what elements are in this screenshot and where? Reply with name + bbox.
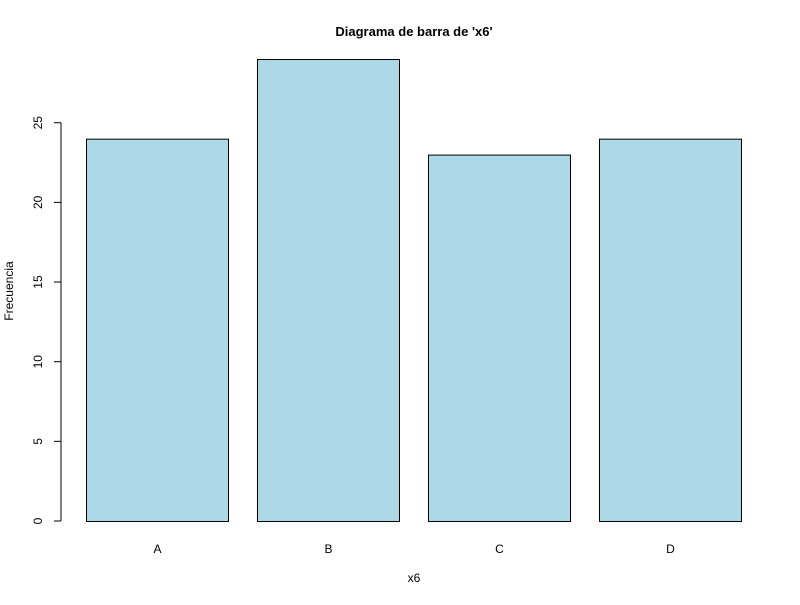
- y-tick-label: 20: [31, 195, 45, 209]
- bar-b: [257, 59, 400, 522]
- bar-c: [428, 154, 571, 522]
- x-tick-label: B: [324, 542, 332, 556]
- y-tick-label: 5: [31, 438, 45, 445]
- chart-title: Diagrama de barra de 'x6': [335, 24, 492, 39]
- x-tick-label: A: [153, 542, 161, 556]
- y-tick-label: 25: [31, 116, 45, 130]
- bar-d: [599, 138, 742, 522]
- x-tick-label: D: [666, 542, 675, 556]
- y-tick-label: 0: [31, 517, 45, 524]
- bar-a: [86, 138, 229, 522]
- bars-group: [86, 59, 742, 522]
- y-axis: 0 5 10 15 20 25: [31, 116, 62, 524]
- y-axis-label: Frecuencia: [2, 261, 16, 321]
- x-axis-label: x6: [408, 571, 421, 585]
- y-tick-label: 15: [31, 275, 45, 289]
- x-tick-labels: A B C D: [153, 542, 675, 556]
- x-tick-label: C: [495, 542, 504, 556]
- y-tick-label: 10: [31, 355, 45, 369]
